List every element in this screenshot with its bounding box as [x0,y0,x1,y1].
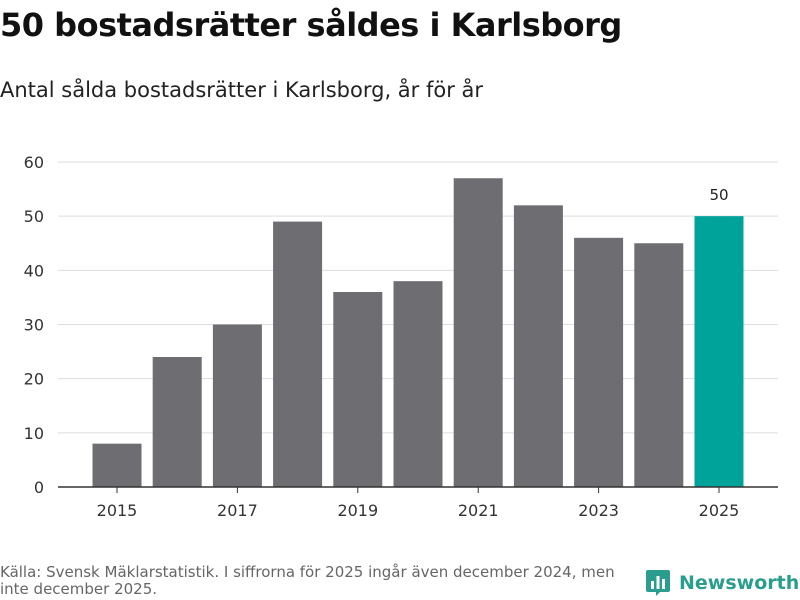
y-tick-label: 60 [24,153,44,172]
bar-2020 [393,281,443,487]
x-tick-label: 2021 [458,501,499,520]
chart-subtitle: Antal sålda bostadsrätter i Karlsborg, å… [0,78,484,102]
bar-2017 [212,324,262,487]
y-tick-label: 30 [24,316,44,335]
x-tick-label: 2015 [97,501,138,520]
bar-2023 [574,237,624,487]
brand-name: Newsworthy [679,572,800,594]
bar-2016 [152,357,202,487]
bar-2015 [92,443,142,487]
bar-chart-logo-icon [646,570,670,596]
x-tick-label: 2019 [337,501,378,520]
bar-2025 [694,216,744,487]
x-tick-label: 2023 [578,501,619,520]
bar-chart: 0 10 20 30 40 50 60 50 2015 2017 2019 2021 2023 2025 [24,153,778,520]
y-tick-label: 40 [24,261,44,280]
bar-2024 [634,243,684,487]
y-tick-label: 20 [24,370,44,389]
brand-logo: Newsworthy [645,568,800,598]
x-tick-label: 2017 [217,501,258,520]
y-tick-label: 0 [34,478,44,497]
y-tick-label: 50 [24,207,44,226]
data-label-2025: 50 [709,186,728,204]
chart-title: 50 bostadsrätter såldes i Karlsborg [0,6,622,44]
source-note: Källa: Svensk Mäklarstatistik. I siffror… [0,563,615,598]
bar-2019 [333,292,383,487]
bar-2021 [453,178,503,487]
bar-2018 [273,221,323,488]
x-tick-label: 2025 [699,501,740,520]
y-tick-label: 10 [24,424,44,443]
bar-2022 [513,205,563,488]
